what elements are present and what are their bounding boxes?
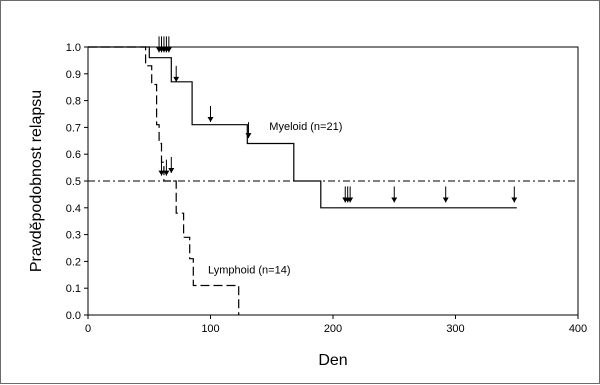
- censor-arrowhead: [511, 197, 518, 203]
- censor-arrowhead: [391, 197, 398, 203]
- labels-group: Myeloid (n=21) Lymphoid (n=14): [208, 121, 342, 276]
- y-tick-label: 0.1: [66, 283, 81, 295]
- censor-arrowhead: [173, 76, 180, 82]
- y-tick-label: 0.3: [66, 230, 81, 242]
- censor-arrowhead: [207, 117, 214, 123]
- censor-arrowhead: [163, 170, 170, 176]
- censor-arrowhead: [442, 197, 449, 203]
- censor-arrowhead: [245, 133, 252, 139]
- x-tick-label: 200: [324, 323, 342, 335]
- series-label-myeloid: Myeloid (n=21): [269, 121, 342, 133]
- censor-arrowhead: [158, 170, 165, 176]
- series-line: [88, 46, 517, 209]
- y-tick-label: 0.7: [66, 122, 81, 134]
- y-tick-label: 0.0: [66, 310, 81, 322]
- axes: 0.0 0.1 0.2 0.3 0.4 0.5 0.6 0.7 0.8 0.9 1.0 0 100 200…: [28, 42, 587, 369]
- x-tick-label: 0: [85, 323, 91, 335]
- x-axis-label: Den: [318, 352, 347, 369]
- series-myeloid: [88, 36, 518, 209]
- y-axis-label: Pravděpodobnost relapsu: [28, 90, 45, 272]
- x-tick-label: 300: [446, 323, 464, 335]
- y-tick-label: 0.8: [66, 96, 81, 108]
- y-tick-label: 0.5: [66, 176, 81, 188]
- censor-arrowhead: [165, 47, 172, 53]
- y-tick-label: 0.6: [66, 149, 81, 161]
- series-group: [88, 36, 518, 315]
- series-line: [88, 46, 240, 315]
- series-lymphoid: [88, 46, 240, 315]
- x-tick-label: 400: [569, 323, 587, 335]
- y-tick-label: 0.4: [66, 203, 81, 215]
- censor-arrowhead: [168, 167, 175, 173]
- y-tick-label: 1.0: [66, 42, 81, 54]
- censor-arrowhead: [347, 197, 354, 203]
- y-tick-label: 0.2: [66, 256, 81, 268]
- series-label-lymphoid: Lymphoid (n=14): [208, 264, 290, 276]
- y-tick-label: 0.9: [66, 69, 81, 81]
- x-tick-label: 100: [201, 323, 219, 335]
